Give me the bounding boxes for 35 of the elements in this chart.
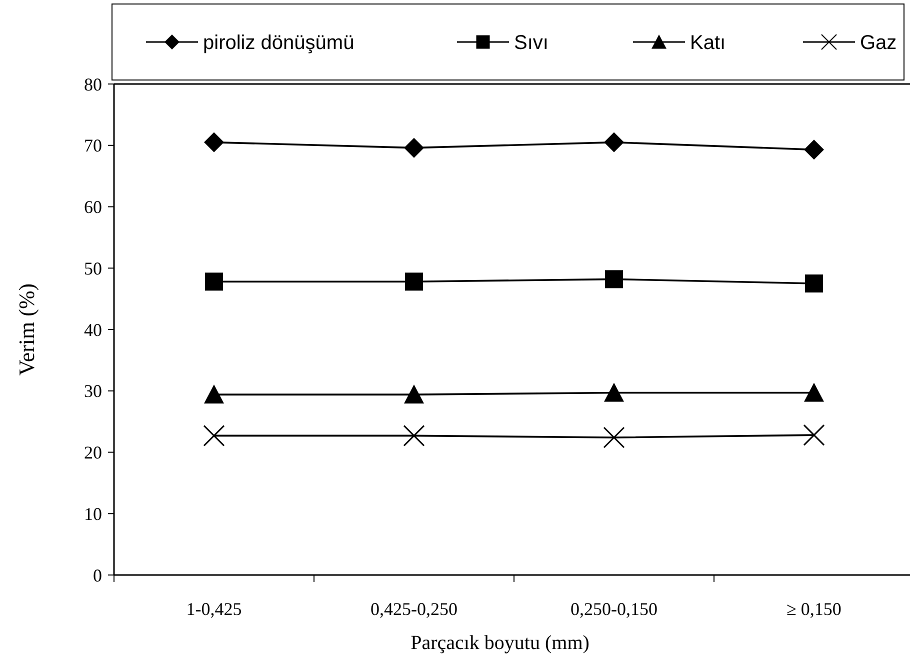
point xyxy=(605,270,623,288)
x-axis-title: Parçacık boyutu (mm) xyxy=(410,632,590,654)
point xyxy=(804,140,824,160)
y-tick-label: 70 xyxy=(84,136,102,156)
point xyxy=(403,424,425,446)
y-tick-label: 20 xyxy=(84,442,102,463)
legend-label: Sıvı xyxy=(514,32,548,54)
point xyxy=(404,138,424,158)
point xyxy=(204,384,224,404)
legend-label: Gaz xyxy=(860,32,897,54)
legend-label: Katı xyxy=(690,32,726,54)
y-tick-label: 60 xyxy=(84,197,102,218)
point xyxy=(604,382,624,402)
x-tick-label: 1-0,425 xyxy=(186,599,242,619)
y-tick-label: 30 xyxy=(84,381,102,402)
x-tick-label: 0,425-0,250 xyxy=(370,599,458,619)
legend-label: piroliz dönüşümü xyxy=(203,32,354,54)
x-tick-label: 0,250-0,150 xyxy=(570,599,658,619)
y-tick-label: 80 xyxy=(84,74,102,94)
y-tick-label: 40 xyxy=(84,320,102,340)
x-tick-label: ≥ 0,150 xyxy=(786,599,842,619)
point xyxy=(603,426,625,448)
y-tick-label: 0 xyxy=(93,565,102,586)
y-axis-title: Verim (%) xyxy=(14,283,39,376)
y-tick-label: 50 xyxy=(84,258,102,278)
point xyxy=(803,424,825,446)
point xyxy=(405,272,423,291)
point xyxy=(805,274,823,292)
point xyxy=(203,424,225,446)
point xyxy=(604,132,624,152)
point xyxy=(205,272,223,291)
y-tick-label: 10 xyxy=(84,504,102,524)
point xyxy=(404,384,424,404)
point xyxy=(204,132,224,152)
point xyxy=(804,382,824,402)
